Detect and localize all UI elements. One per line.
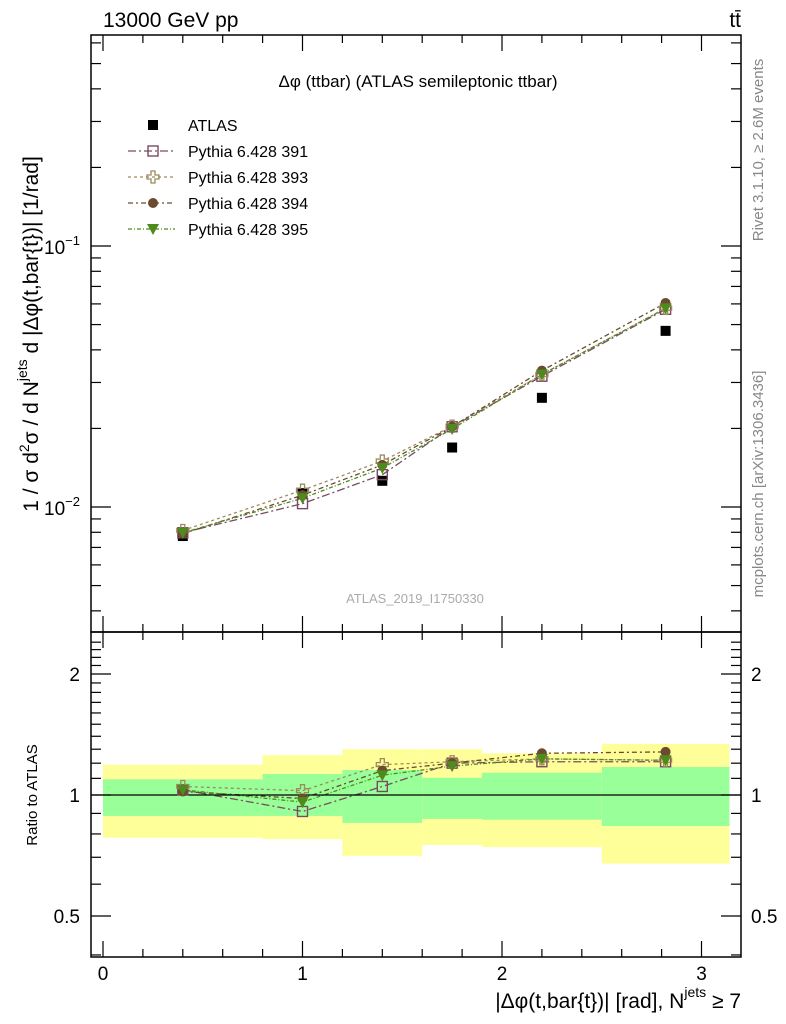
series-line-Pythia-6-428-393	[182, 307, 666, 532]
legend-label: Pythia 6.428 394	[188, 196, 308, 213]
series-line-Pythia-6-428-391	[182, 308, 666, 534]
legend-marker	[147, 224, 159, 235]
ratio-point-391	[376, 780, 388, 793]
green-band-bin	[601, 766, 730, 827]
ratio-line-394	[182, 751, 666, 800]
data-point-395	[535, 369, 548, 381]
watermark: ATLAS_2019_I1750330	[346, 591, 484, 606]
ratio-y-tick-label-right: 2	[751, 665, 762, 686]
y-tick-label: 10−2	[44, 494, 80, 520]
data-point-395	[376, 463, 389, 475]
ratio-point-395	[659, 755, 672, 767]
legend-label: ATLAS	[188, 118, 238, 135]
legend-marker	[147, 145, 159, 157]
x-tick-label: 1	[297, 964, 308, 985]
data-point-atlas	[377, 475, 388, 486]
main-series-lines	[182, 302, 666, 535]
series-line-Pythia-6-428-394	[182, 302, 666, 535]
data-point-atlas	[447, 442, 458, 453]
legend-label: Pythia 6.428 395	[188, 222, 308, 239]
ratio-y-tick-label-left: 1	[69, 786, 80, 807]
ratio-point-395	[376, 770, 389, 782]
data-point-395	[296, 493, 309, 505]
legend-label: Pythia 6.428 393	[188, 170, 308, 187]
main-markers	[176, 297, 673, 542]
header-left: 13000 GeV pp	[103, 9, 238, 32]
ratio-markers	[176, 746, 673, 818]
main-y-axis-label: 1 / σ d2σ / d Njets d |Δφ(t,bar{t})| [1/…	[14, 156, 43, 512]
ratio-line-391	[182, 761, 666, 813]
ratio-point-395	[176, 784, 189, 796]
plot-title: Δφ (ttbar) (ATLAS semileptonic ttbar)	[278, 72, 557, 91]
ratio-y-axis-label: Ratio to ATLAS	[24, 744, 41, 845]
ratio-line-393	[182, 758, 666, 792]
ratio-y-tick-label-left: 2	[69, 665, 80, 686]
data-point-395	[446, 423, 459, 435]
x-tick-label: 3	[696, 964, 707, 985]
ratio-point-395	[535, 753, 548, 765]
legend-marker	[148, 120, 158, 130]
axis-ticks	[91, 35, 741, 957]
data-point-395	[176, 527, 189, 539]
header-right: tt̄	[729, 9, 741, 32]
legend: ATLAS Pythia 6.428 391 Pythia 6.428 393 Pyt…	[128, 118, 308, 239]
ratio-y-tick-label-left: 0.5	[54, 907, 80, 928]
ratio-y-tick-label-right: 1	[751, 786, 762, 807]
x-tick-label: 2	[497, 964, 508, 985]
ratio-point-395	[296, 797, 309, 809]
ratio-uncertainty-bands	[103, 743, 730, 864]
green-band-bin	[482, 772, 602, 820]
side-text-rivet: Rivet 3.1.10, ≥ 2.6M events	[750, 59, 767, 242]
legend-marker	[148, 198, 158, 208]
x-tick-label: 0	[98, 964, 109, 985]
ratio-series-lines	[182, 751, 666, 813]
legend-label: Pythia 6.428 391	[188, 144, 308, 161]
ratio-point-394	[660, 746, 671, 757]
ratio-line-395	[182, 758, 666, 803]
side-text-mcplots: mcplots.cern.ch [arXiv:1306.3436]	[750, 371, 767, 598]
tick-labels: 10−1 10−2 0.5 0.5 1 1 2 2 0 1 2 3	[44, 233, 777, 985]
data-point-atlas	[660, 325, 671, 336]
ratio-point-395	[446, 761, 459, 773]
y-tick-label: 10−1	[44, 233, 80, 259]
data-point-atlas	[536, 392, 547, 403]
data-point-395	[659, 303, 672, 315]
legend-marker	[146, 170, 160, 184]
green-band-bin	[422, 777, 483, 819]
ratio-y-tick-label-right: 0.5	[751, 907, 777, 928]
x-axis-label: |Δφ(t,bar{t})| [rad], Njets ≥ 7	[495, 984, 741, 1013]
series-line-Pythia-6-428-395	[182, 307, 666, 534]
